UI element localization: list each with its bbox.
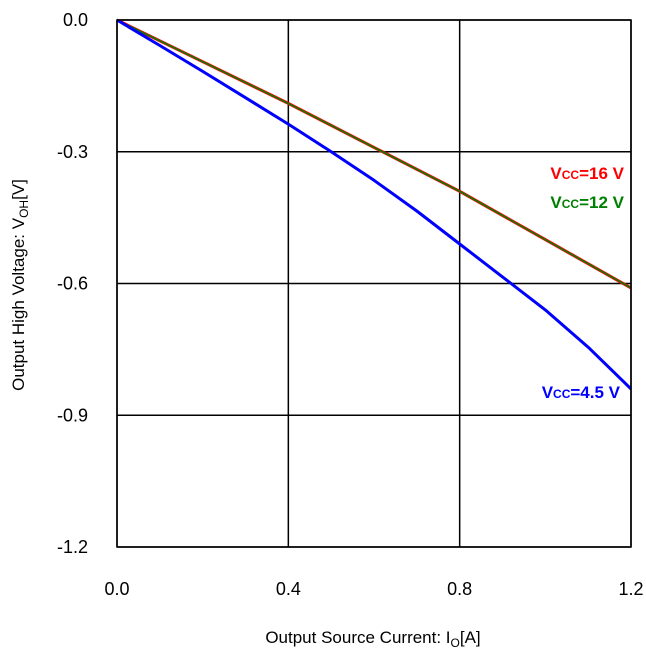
x-tick-label-0: 0.0 [104, 579, 129, 599]
y-tick-label-0: 0.0 [63, 10, 88, 30]
x-tick-label-2: 0.8 [447, 579, 472, 599]
series-label-vcc-4-5v-suffix: =4.5 V [570, 383, 620, 402]
x-axis-label-sub: O [451, 636, 460, 650]
series-line-vcc-12v [116, 19, 632, 289]
x-axis-label-unit: [A] [460, 628, 481, 647]
series-line-vcc-4-5v [116, 18, 633, 390]
series-label-vcc-4-5v: VCC=4.5 V [542, 383, 621, 402]
grid-lines [116, 19, 632, 548]
y-axis-label: Output High Voltage: VOH[V] [9, 179, 31, 391]
series-label-vcc-12v-suffix: =12 V [579, 193, 625, 212]
series-label-vcc-4-5v-main: V [542, 383, 554, 402]
y-tick-label-1: -0.3 [57, 142, 88, 162]
x-axis-label: Output Source Current: IO[A] [265, 628, 480, 650]
series-label-vcc-16v-sub: CC [562, 168, 580, 182]
y-axis-label-main: Output High Voltage: V [9, 217, 28, 391]
series-lines [116, 18, 633, 390]
tick-labels: 0.0 0.4 0.8 1.2 0.0 -0.3 -0.6 -0.9 -1.2 [57, 10, 644, 599]
plot-area [116, 19, 632, 548]
y-tick-label-4: -1.2 [57, 537, 88, 557]
y-axis-label-sub: OH [17, 200, 31, 218]
y-axis-label-unit: [V] [9, 179, 28, 200]
series-label-vcc-12v-sub: CC [562, 197, 580, 211]
x-tick-label-3: 1.2 [618, 579, 643, 599]
series-label-vcc-4-5v-sub: CC [553, 387, 571, 401]
series-label-vcc-16v-main: V [550, 164, 562, 183]
series-label-vcc-12v-main: V [550, 193, 562, 212]
series-line-vcc-16v [116, 18, 632, 290]
series-label-vcc-12v: VCC=12 V [550, 193, 624, 212]
series-label-vcc-16v-suffix: =16 V [579, 164, 625, 183]
x-axis-label-main: Output Source Current: I [265, 628, 450, 647]
y-tick-label-3: -0.9 [57, 405, 88, 425]
series-label-vcc-16v: VCC=16 V [550, 164, 624, 183]
y-tick-label-2: -0.6 [57, 274, 88, 294]
x-tick-label-1: 0.4 [276, 579, 301, 599]
